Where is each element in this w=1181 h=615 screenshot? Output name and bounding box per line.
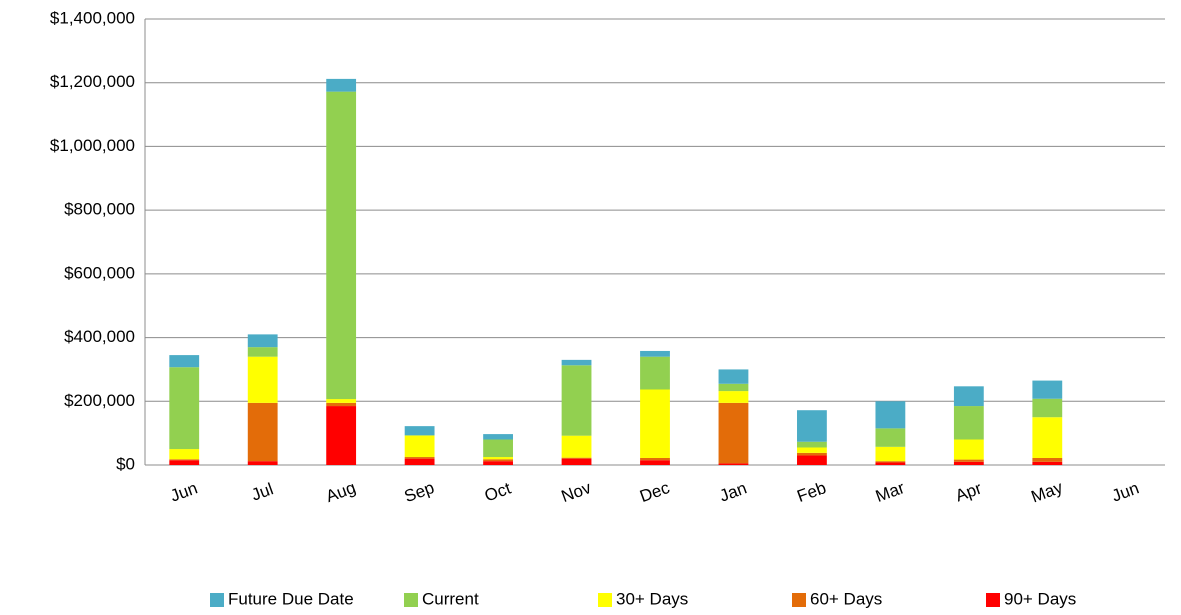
bar-segment — [483, 439, 513, 458]
bar-segment — [169, 460, 200, 465]
bar-segment — [718, 402, 749, 464]
bar-segment — [404, 457, 435, 459]
bar-segment — [640, 457, 670, 461]
bar-segment — [561, 435, 592, 458]
bar-segment — [169, 367, 200, 450]
bar-segment — [797, 447, 827, 453]
bar-segment — [561, 458, 592, 465]
bar-segment — [326, 399, 357, 403]
y-tick-label: $200,000 — [64, 391, 135, 410]
bar-segment — [169, 355, 200, 368]
bar-segment — [1032, 457, 1063, 462]
bar-segment — [326, 78, 357, 92]
bar-segment — [875, 446, 906, 462]
legend-label: 30+ Days — [616, 589, 688, 608]
legend-swatch — [404, 593, 418, 607]
bar-segment — [404, 458, 435, 465]
legend-swatch — [598, 593, 612, 607]
bar-segment — [1032, 417, 1063, 458]
bar-segment — [483, 461, 513, 465]
bar-segment — [326, 406, 357, 465]
bar-segment — [953, 386, 984, 407]
bar-segment — [718, 383, 749, 392]
bar-segment — [797, 410, 827, 442]
bar-segment — [953, 461, 984, 465]
bar-segment — [953, 459, 984, 462]
bar-segment — [561, 359, 592, 366]
x-tick-label: Jul — [249, 479, 276, 504]
bar-segment — [1032, 398, 1063, 418]
bar-segment — [640, 389, 670, 458]
bar-segment — [640, 350, 670, 357]
y-tick-label: $1,000,000 — [50, 136, 135, 155]
bar-segment — [169, 459, 200, 461]
bar-segment — [640, 356, 670, 390]
x-tick-label: Oct — [482, 479, 514, 506]
y-tick-label: $1,200,000 — [50, 72, 135, 91]
bar-segment — [326, 402, 357, 407]
bar-segment — [247, 334, 278, 348]
bar-segment — [797, 452, 827, 456]
bar-segment — [483, 459, 513, 462]
bar-segment — [561, 365, 592, 436]
bar-segment — [875, 462, 906, 465]
bar-segment — [875, 461, 906, 463]
x-tick-label: Jun — [1109, 478, 1141, 505]
x-tick-label: Dec — [637, 478, 672, 506]
x-tick-label: Sep — [402, 478, 437, 506]
bar-segment — [247, 347, 278, 357]
bar-segment — [875, 401, 906, 429]
bar-segment — [483, 457, 513, 460]
bar-segment — [247, 461, 278, 465]
bar-segment — [875, 428, 906, 447]
bar-segment — [404, 426, 435, 436]
x-tick-label: Jan — [717, 478, 749, 505]
bar-segment — [1032, 461, 1063, 465]
legend-swatch — [210, 593, 224, 607]
bar-segment — [1032, 380, 1063, 399]
x-tick-label: May — [1029, 477, 1066, 506]
bar-segment — [561, 457, 592, 459]
legend-label: 60+ Days — [810, 589, 882, 608]
x-tick-label: Nov — [559, 478, 594, 506]
bar-segment — [718, 369, 749, 384]
x-tick-label: Mar — [873, 478, 907, 506]
bar-segment — [718, 463, 749, 465]
bar-segment — [483, 434, 513, 440]
bar-segment — [404, 435, 435, 458]
bar-segment — [797, 455, 827, 465]
legend-swatch — [986, 593, 1000, 607]
x-tick-label: Apr — [953, 478, 985, 505]
legend-swatch — [792, 593, 806, 607]
legend-label: Future Due Date — [228, 589, 354, 608]
y-tick-label: $800,000 — [64, 200, 135, 219]
bar-segment — [404, 435, 435, 436]
legend-label: 90+ Days — [1004, 589, 1076, 608]
y-tick-label: $400,000 — [64, 327, 135, 346]
legend-label: Current — [422, 589, 479, 608]
x-tick-label: Jun — [168, 478, 200, 505]
x-tick-label: Feb — [795, 478, 829, 506]
bar-segment — [247, 402, 278, 462]
x-tick-label: Aug — [323, 478, 358, 506]
bar-segment — [326, 91, 357, 400]
y-tick-label: $600,000 — [64, 263, 135, 282]
y-tick-label: $1,400,000 — [50, 8, 135, 27]
y-tick-label: $0 — [116, 454, 135, 473]
bar-segment — [640, 460, 670, 465]
bar-segment — [797, 441, 827, 448]
bar-segment — [953, 406, 984, 440]
bar-segment — [247, 356, 278, 403]
bar-segment — [718, 391, 749, 403]
bar-segment — [953, 439, 984, 460]
bar-segment — [169, 449, 200, 460]
